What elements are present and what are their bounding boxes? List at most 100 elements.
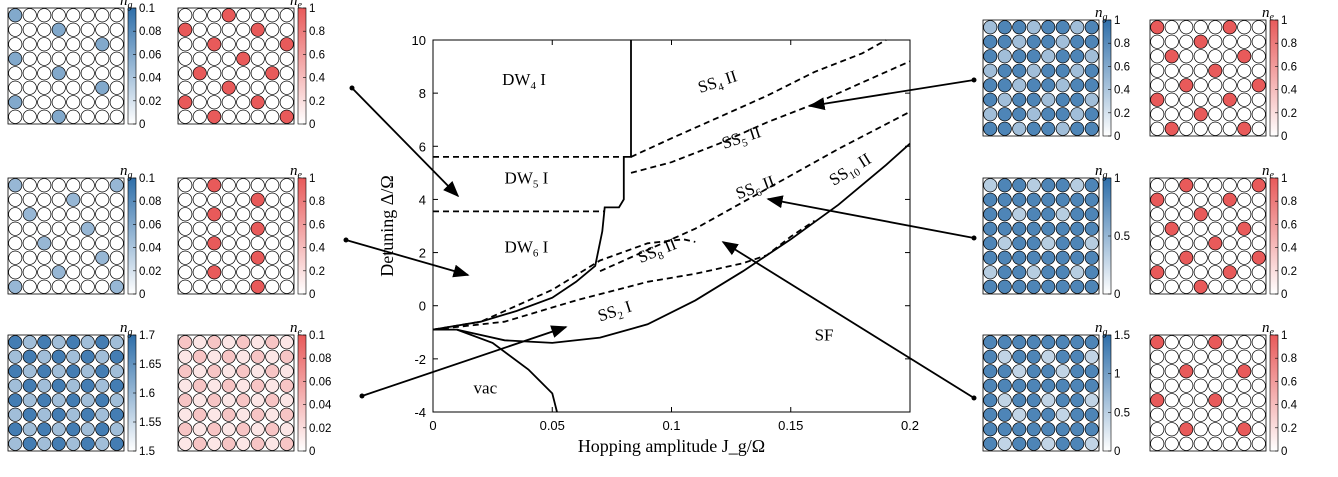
annotation-arrows	[343, 77, 977, 401]
lattice-site	[997, 20, 1012, 35]
lattice-site	[236, 80, 251, 95]
lattice-site	[1041, 63, 1056, 78]
lattice-site	[1084, 364, 1099, 379]
density-symbol: n	[1095, 320, 1103, 336]
lattice-site	[1084, 92, 1099, 107]
lattice-site	[997, 250, 1012, 265]
colorbar-tick-label: 0	[309, 446, 315, 458]
density-subscript: e	[298, 0, 303, 11]
density-subscript: e	[1270, 170, 1275, 181]
density-panel-L3e: 0.1 0.08 0.06 0.04 0.02 0 ne	[177, 320, 332, 458]
lattice-site	[983, 121, 998, 136]
lattice-site	[1026, 121, 1041, 136]
lattice-site	[178, 349, 193, 364]
lattice-site	[37, 335, 52, 350]
region-suffix: II	[743, 122, 764, 145]
lattice-site	[66, 22, 81, 37]
lattice-site	[178, 95, 193, 110]
lattice-site	[1026, 393, 1041, 408]
lattice-site	[1012, 221, 1027, 236]
lattice-site	[1193, 407, 1208, 422]
lattice-site	[1179, 192, 1194, 207]
lattice-site	[221, 407, 236, 422]
lattice-site	[1251, 265, 1266, 280]
colorbar	[1269, 177, 1279, 295]
lattice-site	[250, 436, 265, 451]
lattice-site	[1026, 378, 1041, 393]
lattice-site	[1164, 20, 1179, 35]
lattice-site	[1070, 335, 1085, 350]
lattice-site	[265, 207, 280, 222]
lattice-site	[1222, 121, 1237, 136]
lattice-site	[207, 364, 222, 379]
lattice-site	[1164, 335, 1179, 350]
region-base: vac	[474, 378, 498, 397]
lattice-site	[1084, 178, 1099, 193]
lattice-site	[1164, 378, 1179, 393]
lattice-site	[192, 80, 207, 95]
lattice-site	[983, 407, 998, 422]
lattice-site	[1208, 265, 1223, 280]
lattice-site	[983, 192, 998, 207]
lattice-site	[1150, 107, 1165, 122]
lattice-site	[236, 378, 251, 393]
lattice-site	[51, 335, 66, 350]
region-subscript: 5	[533, 178, 539, 190]
lattice-site	[22, 192, 37, 207]
lattice-site	[1193, 378, 1208, 393]
region-subscript: 8	[656, 249, 666, 262]
lattice-site	[95, 192, 110, 207]
lattice-site	[1193, 20, 1208, 35]
lattice-site	[221, 22, 236, 37]
y-tick-label: 8	[419, 86, 426, 101]
lattice-site	[207, 349, 222, 364]
lattice-site	[1251, 207, 1266, 222]
colorbar-tick-label: 0.6	[1281, 61, 1297, 73]
y-axis-label: Detuning Δ/Ω	[377, 175, 397, 276]
colorbar-tick-label: 1.5	[139, 446, 155, 458]
lattice-site	[1041, 221, 1056, 236]
lattice-site	[997, 422, 1012, 437]
lattice-site	[1164, 436, 1179, 451]
lattice-site	[8, 22, 23, 37]
lattice-site	[1070, 407, 1085, 422]
lattice-site	[178, 207, 193, 222]
lattice-site	[8, 364, 23, 379]
lattice-site	[109, 207, 124, 222]
lattice-site	[1026, 250, 1041, 265]
lattice-site	[236, 393, 251, 408]
lattice-site	[1026, 364, 1041, 379]
lattice-site	[1222, 279, 1237, 294]
lattice-site	[109, 393, 124, 408]
x-tick-label: 0.15	[778, 418, 803, 433]
region-suffix: I	[536, 70, 546, 89]
density-subscript: g	[1103, 327, 1108, 338]
lattice-site	[221, 37, 236, 52]
lattice-site	[250, 250, 265, 265]
lattice-site	[1251, 250, 1266, 265]
lattice-site	[1237, 407, 1252, 422]
lattice-site	[1237, 236, 1252, 251]
lattice-site	[109, 192, 124, 207]
phase-boundary-dashed	[432, 219, 816, 331]
lattice-site	[983, 349, 998, 364]
lattice-site	[1164, 349, 1179, 364]
lattice-site	[265, 221, 280, 236]
lattice-site	[1012, 121, 1027, 136]
lattice-site	[66, 393, 81, 408]
lattice-site	[1208, 236, 1223, 251]
lattice-site	[95, 221, 110, 236]
lattice-site	[1012, 407, 1027, 422]
lattice-site	[37, 109, 52, 124]
colorbar-tick-label: 0.06	[309, 376, 331, 388]
lattice-site	[1055, 63, 1070, 78]
lattice-site	[80, 378, 95, 393]
lattice-site	[80, 192, 95, 207]
lattice-site	[265, 80, 280, 95]
lattice-site	[1084, 20, 1099, 35]
lattice-site	[279, 66, 294, 81]
lattice-site	[1041, 279, 1056, 294]
lattice-site	[1070, 378, 1085, 393]
lattice-site	[250, 51, 265, 66]
lattice-site	[221, 207, 236, 222]
